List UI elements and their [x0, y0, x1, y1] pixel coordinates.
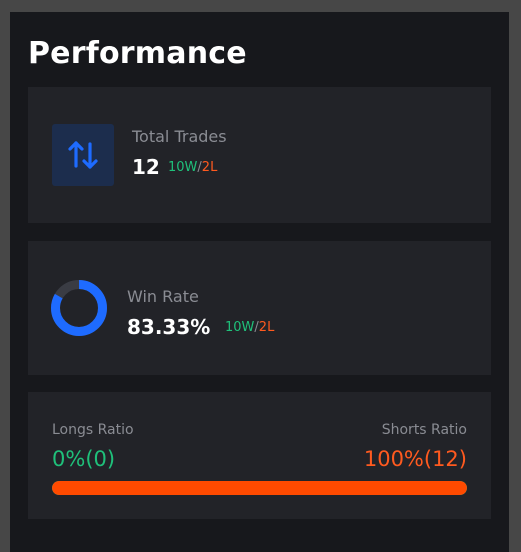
win-rate-value: 83.33%: [127, 315, 211, 339]
wins-count: 10W: [225, 320, 255, 335]
arrows-up-down-icon: [52, 124, 114, 186]
win-rate-wl: 10W/2L: [225, 320, 274, 335]
longs-ratio-value: 0%(0): [52, 447, 116, 471]
long-short-ratio-bar: [52, 481, 467, 495]
wins-count: 10W: [168, 160, 198, 175]
wl-separator: /: [197, 160, 202, 175]
losses-count: 2L: [201, 160, 218, 175]
total-trades-wl: 10W/2L: [168, 160, 217, 175]
page-title: Performance: [28, 36, 247, 71]
win-rate-donut: [51, 280, 107, 336]
win-rate-label: Win Rate: [127, 287, 199, 306]
win-rate-card: Win Rate 83.33% 10W/2L: [28, 241, 491, 375]
wl-separator: /: [254, 320, 259, 335]
total-trades-value: 12: [132, 155, 160, 179]
performance-panel: Performance Total Trades 12 10W/2L Win R…: [10, 12, 509, 552]
shorts-ratio-value: 100%(12): [363, 447, 467, 471]
shorts-ratio-label: Shorts Ratio: [381, 422, 467, 438]
total-trades-label: Total Trades: [132, 127, 227, 146]
total-trades-card: Total Trades 12 10W/2L: [28, 87, 491, 223]
long-short-ratio-card: Longs Ratio Shorts Ratio 0%(0) 100%(12): [28, 392, 491, 519]
longs-ratio-label: Longs Ratio: [52, 422, 134, 438]
shorts-ratio-fill: [52, 481, 467, 495]
losses-count: 2L: [258, 320, 275, 335]
win-rate-arc: [51, 280, 107, 336]
